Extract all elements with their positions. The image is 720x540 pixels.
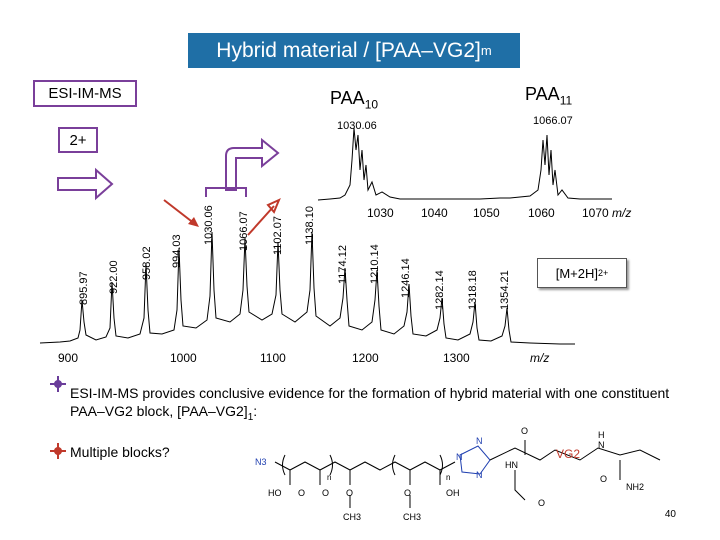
axis-tick-1100: 1100 [260,351,286,365]
inset-peak-label-a: 1030.06 [337,120,377,132]
struct-label-o6: O [538,498,545,508]
title-text: Hybrid material / [PAA–VG2] [216,38,481,62]
axis-unit-label: m/z [530,351,550,365]
inset-tick-1070: 1070 [582,206,609,220]
chemical-structure-labels: N3 HO O O O O OH CH3 CH3 n n N N N O HN … [255,426,644,522]
struct-label-nh2: NH2 [626,482,644,492]
axis-tick-1200: 1200 [352,351,379,365]
inset-axis-unit: m/z [612,206,632,220]
struct-label-n-b: N [476,436,483,446]
inset-tick-1050: 1050 [473,206,500,220]
inset-tick-1040: 1040 [421,206,448,220]
red-arrowhead-left-icon [188,217,199,227]
struct-label-o7: O [600,474,607,484]
ion-label: [M+2H] [555,265,598,281]
struct-label-hn: HN [505,460,518,470]
series-b-name: PAA [525,84,560,104]
ion-species-box: [M+2H] 2+ [537,258,627,288]
struct-label-h: H [598,430,605,440]
struct-label-n-sub-b: n [446,473,450,482]
struct-label-o3: O [346,488,353,498]
slide-title: Hybrid material / [PAA–VG2] m [188,33,520,68]
bullet-text-evidence-main: ESI-IM-MS provides conclusive evidence f… [70,385,670,419]
red-arrowhead-right-icon [266,198,281,214]
chemical-structure [274,440,661,508]
axis-tick-1300: 1300 [443,351,470,365]
series-a-sub: 10 [364,97,379,112]
series-label-paa11: PAA11 [525,84,572,108]
inset-spectrum-trace [317,127,612,201]
series-a-name: PAA [330,88,365,108]
bullet-cross-purple-icon [50,376,66,392]
method-label-box: ESI-IM-MS [33,80,137,107]
ion-charge: 2+ [598,268,609,278]
struct-label-n-c: N [476,470,483,480]
bullet-text-evidence: ESI-IM-MS provides conclusive evidence f… [70,384,690,427]
peak-bracket [205,187,247,197]
red-arrow-left [163,199,196,225]
bullet-text-evidence-sub: 1 [247,411,254,423]
series-label-paa10: PAA10 [330,88,378,112]
struct-label-ch3-b: CH3 [403,512,421,522]
struct-label-vg2: VG2 [556,447,580,461]
struct-label-n-a: N [456,452,463,462]
series-b-sub: 11 [559,93,573,108]
struct-label-n-d: N [598,440,605,450]
struct-label-ho: HO [268,488,282,498]
struct-label-n3: N3 [255,457,267,467]
bullet-text-multiple-blocks: Multiple blocks? [70,444,170,460]
bullet-cross-red-icon [50,443,66,459]
struct-label-o2: O [322,488,329,498]
page-number: 40 [664,509,676,520]
struct-label-o1: O [298,488,305,498]
struct-label-o4: O [404,488,411,498]
struct-label-o5: O [521,426,528,436]
inset-tick-1030: 1030 [367,206,394,220]
struct-label-oh: OH [446,488,460,498]
title-subscript: m [480,43,492,58]
charge-label: 2+ [69,131,87,149]
red-arrow-right [247,205,275,236]
right-arrow-icon [57,167,114,201]
struct-label-n-sub-a: n [327,473,331,482]
method-label: ESI-IM-MS [48,85,122,102]
inset-tick-1060: 1060 [528,206,555,220]
inset-peak-label-b: 1066.07 [533,115,573,127]
bent-arrow-icon [225,137,280,191]
main-spectrum-trace [39,231,575,345]
axis-tick-1000: 1000 [170,351,197,365]
struct-label-ch3-a: CH3 [343,512,361,522]
axis-tick-900: 900 [58,351,79,365]
bullet-text-evidence-end: : [253,403,258,419]
charge-state-box: 2+ [58,127,98,153]
